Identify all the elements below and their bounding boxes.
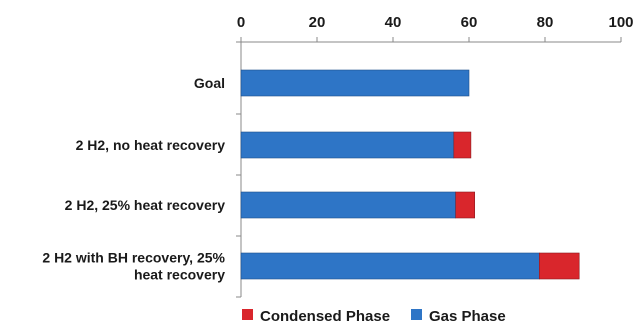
x-tick-label-60: 60	[461, 14, 478, 31]
bars-layer	[240, 69, 580, 280]
legend-label-gas-phase: Gas Phase	[429, 308, 506, 325]
x-tick-label-40: 40	[385, 14, 402, 31]
bar-gas-phase-0	[240, 69, 470, 97]
bar-gas-phase-3	[240, 252, 540, 280]
category-label-3-line-0: 2 H2 with BH recovery, 25%	[42, 250, 225, 266]
axis-layer: 0 20 40 60 80 100	[236, 14, 634, 298]
legend: Condensed Phase Gas Phase	[242, 308, 506, 325]
x-tick-label-100: 100	[608, 14, 633, 31]
bar-gas-phase-1	[240, 131, 455, 159]
category-labels: Goal 2 H2, no heat recovery 2 H2, 25% heat…	[42, 75, 225, 283]
category-label-1: 2 H2, no heat recovery	[76, 137, 226, 153]
legend-swatch-gas-phase	[411, 309, 422, 320]
x-tick-label-20: 20	[309, 14, 326, 31]
legend-label-condensed-phase: Condensed Phase	[260, 308, 390, 325]
bar-condensed-phase-3	[538, 252, 580, 280]
category-label-0: Goal	[194, 75, 225, 91]
bar-gas-phase-2	[240, 191, 456, 219]
x-tick-label-0: 0	[237, 14, 245, 31]
legend-swatch-condensed-phase	[242, 309, 253, 320]
bar-condensed-phase-2	[455, 191, 476, 219]
bar-condensed-phase-1	[453, 131, 472, 159]
category-label-3-line-1: heat recovery	[134, 267, 225, 283]
x-tick-label-80: 80	[537, 14, 554, 31]
category-label-2: 2 H2, 25% heat recovery	[65, 197, 226, 213]
